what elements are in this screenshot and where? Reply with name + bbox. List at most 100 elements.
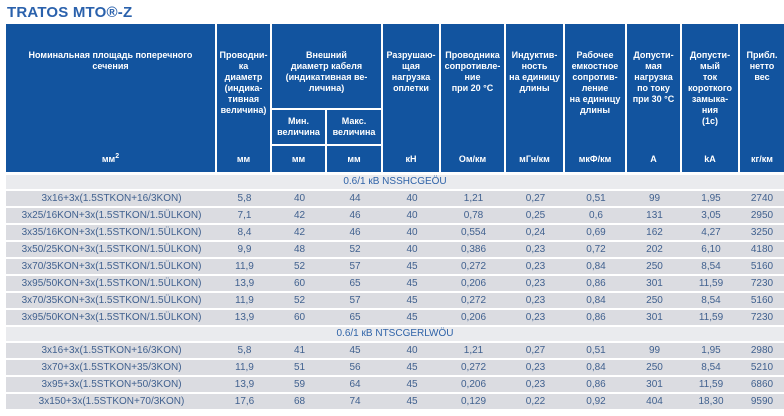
value-cell: 57: [349, 295, 361, 306]
table-row: 3x95/50KON+3x(1.5STKON/1.5ÜLKON) 13,9 60 65…: [6, 310, 784, 325]
value-cell: 0,24: [525, 227, 546, 238]
col-header-label: Проводни- ка диаметр (индика- тивная вел…: [219, 50, 268, 115]
col-header-unit: kA: [704, 154, 716, 164]
value-cell: 6860: [750, 379, 774, 390]
col-group-label: Внешний диаметр кабеля (индикативная ве-…: [285, 50, 368, 93]
value-cell: 2740: [750, 193, 774, 204]
col-header-label: Прибл. нетто вес: [746, 50, 778, 82]
value-cell: 0,23: [525, 379, 546, 390]
table-header: Номинальная площадь поперечного сечения …: [6, 24, 784, 172]
value-cell: 64: [349, 379, 361, 390]
table-row: 3x16+3x(1.5STKON+16/3KON) 5,8 40 44 40 1,21 0,…: [6, 191, 784, 206]
col-header-conductor-diameter: Проводни- ка диаметр (индика- тивная вел…: [217, 24, 270, 172]
value-cell: 0,72: [586, 244, 606, 255]
cable-type-cell: 3x95/50KON+3x(1.5STKON/1.5ÜLKON): [21, 312, 202, 323]
col-header-label: Проводника сопротивле- ние при 20 °C: [444, 50, 501, 93]
value-cell: 0,92: [586, 396, 606, 407]
value-cell: 11,9: [235, 261, 254, 272]
value-cell: 11,59: [698, 312, 724, 323]
value-cell: 45: [406, 312, 418, 323]
value-cell: 3250: [750, 227, 774, 238]
col-unit-max: мм: [327, 146, 381, 172]
value-cell: 1,21: [463, 193, 484, 204]
value-cell: 74: [349, 396, 361, 407]
value-cell: 0,84: [586, 261, 606, 272]
value-cell: 4180: [750, 244, 774, 255]
value-cell: 2950: [750, 210, 774, 221]
value-cell: 0,69: [586, 227, 606, 238]
value-cell: 0,78: [463, 210, 484, 221]
value-cell: 8,54: [701, 295, 721, 306]
value-cell: 45: [406, 396, 418, 407]
col-header-short-circuit-current: Допусти- мый ток короткого замыка- ния (…: [682, 24, 738, 172]
value-cell: 162: [646, 227, 663, 238]
col-header-label: Допусти- мый ток короткого замыка- ния (…: [687, 50, 733, 126]
cable-type-cell: 3x35/16KON+3x(1.5STKON/1.5ÜLKON): [21, 227, 202, 238]
spec-table: Номинальная площадь поперечного сечения …: [6, 24, 784, 409]
cable-type-cell: 3x70+3x(1.5STKON+35/3KON): [41, 362, 182, 373]
value-cell: 0,27: [525, 193, 546, 204]
value-cell: 0,206: [460, 312, 487, 323]
cable-type-cell: 3x16+3x(1.5STKON+16/3KON): [41, 193, 182, 204]
col-header-label: Мин. величина: [277, 116, 320, 137]
value-cell: 11,9: [235, 295, 254, 306]
value-cell: 0,272: [460, 261, 487, 272]
col-header-label: Допусти- мая нагрузка по току при 30 °C: [632, 50, 675, 104]
value-cell: 45: [406, 295, 418, 306]
value-cell: 60: [293, 312, 306, 323]
value-cell: 0,23: [525, 312, 546, 323]
table-row: 3x16+3x(1.5STKON+16/3KON) 5,8 41 45 40 1,21 0,…: [6, 343, 784, 358]
value-cell: 202: [646, 244, 663, 255]
value-cell: 68: [293, 396, 306, 407]
value-cell: 5210: [750, 362, 774, 373]
col-header-unit: Ом/км: [458, 154, 487, 164]
value-cell: 1,95: [701, 193, 721, 204]
table-row: 3x95/50KON+3x(1.5STKON/1.5ÜLKON) 13,9 60 65…: [6, 276, 784, 291]
value-cell: 0,27: [525, 345, 546, 356]
value-cell: 11,9: [235, 362, 254, 373]
value-cell: 0,272: [460, 295, 487, 306]
value-cell: 301: [646, 379, 663, 390]
table-row: 3x70/35KON+3x(1.5STKON/1.5ÜLKON) 11,9 52 57…: [6, 293, 784, 308]
value-cell: 0,84: [586, 295, 606, 306]
value-cell: 0,84: [586, 362, 606, 373]
table-row: 3x95+3x(1.5STKON+50/3KON) 13,9 59 64 45 0,206…: [6, 377, 784, 392]
value-cell: 52: [349, 244, 361, 255]
table-row: 3x70/35KON+3x(1.5STKON/1.5ÜLKON) 11,9 52 57…: [6, 259, 784, 274]
value-cell: 65: [349, 312, 361, 323]
value-cell: 8,54: [701, 261, 721, 272]
value-cell: 40: [406, 210, 418, 221]
value-cell: 0,6: [589, 210, 603, 221]
value-cell: 52: [293, 261, 306, 272]
value-cell: 0,23: [525, 362, 546, 373]
table-row: 3x50/25KON+3x(1.5STKON/1.5ÜLKON) 9,9 48 52 4…: [6, 242, 784, 257]
cable-type-cell: 3x70/35KON+3x(1.5STKON/1.5ÜLKON): [21, 295, 202, 306]
value-cell: 3,05: [701, 210, 721, 221]
value-cell: 42: [293, 227, 306, 238]
value-cell: 8,54: [701, 362, 721, 373]
value-cell: 59: [293, 379, 306, 390]
value-cell: 11,59: [698, 379, 724, 390]
value-cell: 404: [646, 396, 663, 407]
value-cell: 0,22: [525, 396, 546, 407]
col-header-current-rating-30c: Допусти- мая нагрузка по току при 30 °C …: [627, 24, 680, 172]
value-cell: 2980: [750, 345, 774, 356]
value-cell: 65: [349, 278, 361, 289]
section-header: 0.6/1 кВ NTSCGERLWÖU: [6, 327, 784, 341]
value-cell: 5,8: [237, 345, 252, 356]
col-header-cross-section: Номинальная площадь поперечного сечения …: [6, 24, 215, 172]
value-cell: 5160: [750, 295, 774, 306]
page-title-suffix: Z: [122, 4, 133, 21]
value-cell: 7,1: [237, 210, 252, 221]
value-cell: 13,9: [234, 278, 255, 289]
col-header-unit: кН: [405, 154, 417, 164]
value-cell: 40: [406, 345, 418, 356]
cable-type-cell: 3x50/25KON+3x(1.5STKON/1.5ÜLKON): [21, 244, 202, 255]
cable-type-cell: 3x70/35KON+3x(1.5STKON/1.5ÜLKON): [21, 261, 202, 272]
value-cell: 56: [349, 362, 361, 373]
value-cell: 0,554: [460, 227, 487, 238]
value-cell: 18,30: [698, 396, 724, 407]
table-body: 0.6/1 кВ NSSHCGEÖU 3x16+3x(1.5STKON+16/3K…: [6, 175, 784, 409]
table-row: 3x70+3x(1.5STKON+35/3KON) 11,9 51 56 45 0,272…: [6, 360, 784, 375]
value-cell: 52: [293, 295, 306, 306]
